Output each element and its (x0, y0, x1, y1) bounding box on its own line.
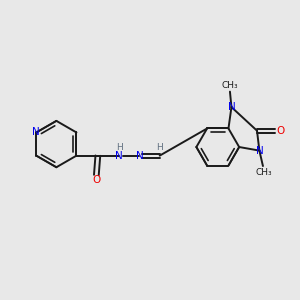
Text: N: N (256, 146, 263, 156)
Text: N: N (116, 151, 123, 160)
Text: N: N (32, 128, 40, 137)
Text: O: O (92, 175, 100, 185)
Text: O: O (277, 126, 285, 136)
Text: H: H (156, 143, 163, 152)
Text: CH₃: CH₃ (255, 168, 272, 177)
Text: CH₃: CH₃ (222, 81, 238, 90)
Text: N: N (228, 102, 235, 112)
Text: H: H (116, 143, 123, 152)
Text: N: N (136, 151, 143, 160)
